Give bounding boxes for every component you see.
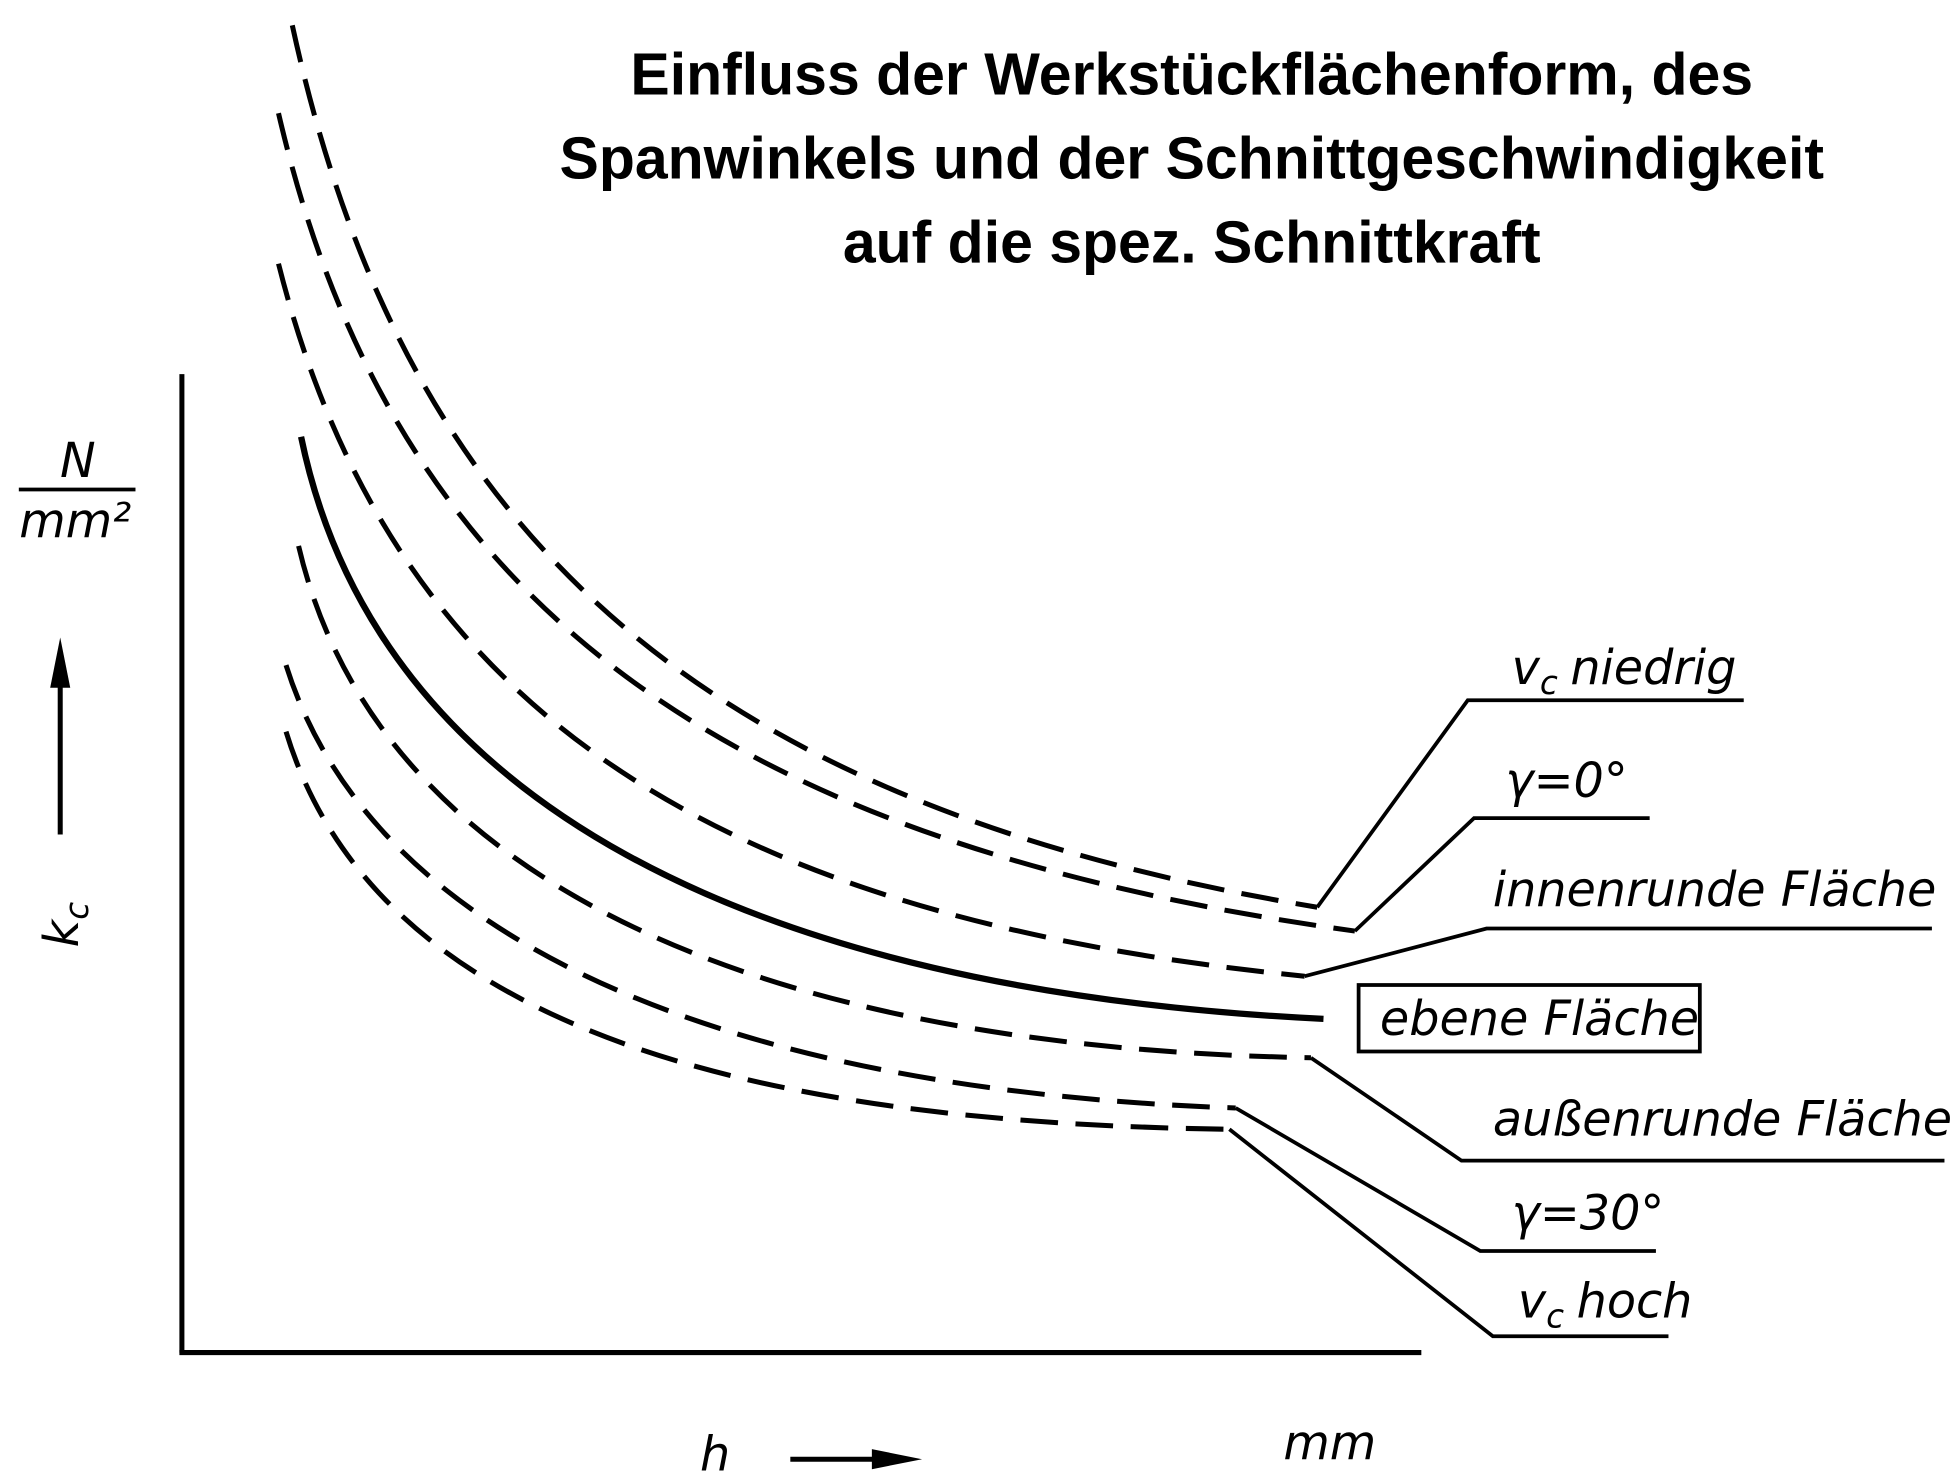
label-text: niedrig	[1570, 641, 1736, 696]
curve-label: γ=30°	[1512, 1187, 1665, 1242]
curve	[283, 730, 1230, 1132]
curve-label: innenrunde Fläche	[1493, 863, 1936, 918]
curve-label: γ=0°	[1505, 754, 1627, 809]
curve	[276, 263, 1305, 979]
x-arrow-head	[871, 1449, 923, 1470]
title-line: auf die spez. Schnittkraft	[843, 210, 1541, 275]
curve	[296, 545, 1311, 1061]
curve	[298, 436, 1324, 1023]
leader	[1234, 1106, 1656, 1253]
y-symbol: kc	[35, 902, 96, 948]
curve-label: außenrunde Fläche	[1493, 1093, 1952, 1148]
title-line: Einfluss der Werkstückflächenform, des	[630, 42, 1753, 107]
y-symbol-sub: c	[58, 902, 96, 920]
leader	[1315, 698, 1744, 909]
label-symbol: v	[1518, 1274, 1547, 1329]
x-symbol: h	[700, 1427, 730, 1477]
leader	[1309, 1056, 1945, 1163]
label-box	[1356, 983, 1702, 1054]
label-sub: c	[1546, 1297, 1564, 1335]
label-text: hoch	[1577, 1274, 1693, 1329]
title-line: Spanwinkels und der Schnittgeschwindigke…	[560, 126, 1824, 191]
curve-label: vc niedrig	[1512, 641, 1737, 702]
y-unit-denominator: mm²	[19, 494, 131, 549]
curve	[276, 112, 1356, 934]
curve-label: ebene Fläche	[1380, 992, 1699, 1047]
label-symbol: v	[1512, 641, 1541, 696]
curve-label: vc hoch	[1518, 1274, 1692, 1335]
leader	[1353, 816, 1650, 933]
curve	[283, 664, 1236, 1111]
y-unit-numerator: N	[60, 434, 96, 489]
y-arrow-head	[50, 637, 71, 688]
label-sub: c	[1540, 664, 1558, 702]
x-unit: mm	[1283, 1416, 1376, 1471]
curve	[289, 24, 1318, 910]
leader	[1304, 926, 1932, 979]
leader	[1228, 1127, 1669, 1339]
y-symbol-main: k	[35, 917, 90, 947]
